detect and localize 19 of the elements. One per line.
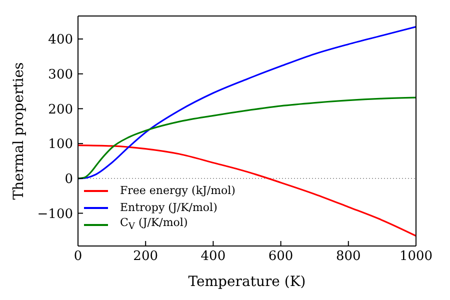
x-tick-label: 0 (74, 249, 82, 264)
x-tick-label: 600 (268, 249, 294, 264)
legend-label: C$_{V}$ (J/K/mol) (120, 216, 188, 233)
x-tick-label: 800 (336, 249, 361, 264)
y-tick-label: 400 (48, 32, 73, 48)
y-tick-label: 0 (64, 172, 73, 188)
x-tick-label: 400 (200, 249, 226, 264)
y-tick-label: −100 (37, 206, 73, 222)
x-tick-label: 200 (133, 249, 158, 264)
x-axis-title: Temperature (K) (188, 274, 306, 290)
y-tick-label: 200 (48, 102, 73, 118)
y-axis-title: Thermal properties (10, 62, 27, 200)
y-tick-label: 300 (48, 67, 73, 82)
line-series (78, 96, 416, 180)
legend-label: Entropy (J/K/mol) (120, 201, 218, 214)
legend-label: Free energy (kJ/mol) (120, 184, 236, 197)
x-tick-label: 1000 (399, 249, 433, 264)
line-series (78, 144, 416, 237)
y-tick-label: 100 (48, 137, 73, 152)
